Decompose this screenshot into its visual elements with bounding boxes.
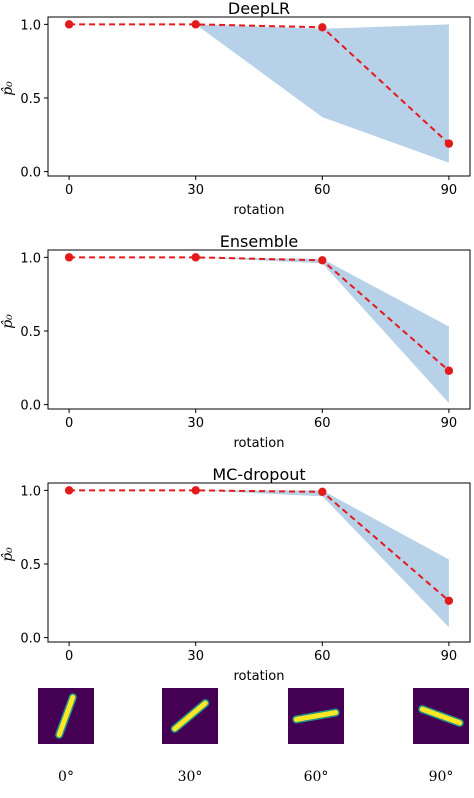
x-tick-label: 90: [441, 416, 458, 431]
data-point: [318, 23, 327, 32]
rotation-angle-label: 90°: [429, 769, 454, 785]
digit-stroke: [293, 710, 339, 722]
data-point: [444, 366, 454, 375]
digit-image-2: 60°: [288, 688, 344, 785]
x-axis-label: rotation: [234, 203, 285, 218]
y-axis-label: p̂₀: [0, 314, 16, 329]
y-tick-label: 1.0: [20, 484, 41, 499]
x-tick-label: 0: [65, 416, 73, 431]
rotation-angle-label: 0°: [58, 769, 74, 785]
digit-stroke: [419, 706, 463, 726]
x-tick-label: 30: [187, 649, 204, 664]
chart-panel-3: 0 30 60 90 0.0 0.5 1.0 MC-dropout rotation p̂₀: [0, 465, 471, 684]
x-tick-label: 90: [441, 649, 458, 664]
data-point: [444, 139, 454, 148]
x-tick-label: 30: [187, 416, 204, 431]
digit-stroke: [172, 700, 208, 732]
confidence-band: [69, 257, 449, 404]
x-tick-label: 60: [314, 416, 331, 431]
chart-title: MC-dropout: [212, 465, 305, 484]
data-point: [191, 253, 200, 262]
axes-frame: [47, 249, 471, 410]
y-tick-label: 0.5: [20, 92, 41, 107]
y-tick-label: 0.0: [20, 632, 41, 647]
y-tick-label: 0.0: [20, 399, 41, 414]
y-tick-label: 1.0: [20, 18, 41, 33]
x-tick-label: 90: [441, 183, 458, 198]
chart-panel-1: 0 30 60 90 0.0 0.5 1.0 DeepLR rotation p̂₀: [0, 0, 471, 218]
x-tick-label: 60: [314, 649, 331, 664]
data-point: [444, 596, 454, 605]
x-tick-label: 30: [187, 183, 204, 198]
x-tick-label: 0: [65, 649, 73, 664]
y-tick-label: 1.0: [20, 251, 41, 266]
rotation-angle-label: 60°: [304, 769, 329, 785]
data-point: [64, 486, 74, 495]
axes-frame: [47, 482, 471, 643]
chart-title: DeepLR: [228, 0, 290, 18]
x-axis-label: rotation: [234, 669, 285, 684]
data-point: [191, 486, 200, 495]
y-axis-label: p̂₀: [0, 81, 16, 96]
series-line: [69, 489, 450, 602]
x-tick-label: 60: [314, 183, 331, 198]
series-line: [69, 23, 450, 145]
data-point: [64, 253, 74, 262]
y-tick-label: 0.5: [20, 558, 41, 573]
chart-title: Ensemble: [220, 232, 298, 251]
series-line: [69, 256, 450, 372]
chart-panel-2: 0 30 60 90 0.0 0.5 1.0 Ensemble rotation p̂₀: [0, 232, 471, 451]
digit-stroke: [56, 694, 76, 738]
confidence-band: [69, 490, 449, 628]
rotation-angle-label: 30°: [178, 769, 203, 785]
digit-image-1: 30°: [162, 688, 218, 785]
x-axis-label: rotation: [234, 436, 285, 451]
x-tick-label: 0: [65, 183, 73, 198]
y-axis-label: p̂₀: [0, 547, 16, 562]
data-point: [318, 487, 327, 497]
y-tick-label: 0.0: [20, 166, 41, 181]
data-point: [191, 20, 200, 29]
data-point: [64, 20, 74, 29]
digit-image-3: 90°: [413, 688, 469, 785]
digit-image-0: 0°: [38, 688, 94, 785]
confidence-band: [69, 24, 449, 163]
axes-frame: [47, 16, 471, 177]
data-point: [318, 256, 327, 265]
y-tick-label: 0.5: [20, 325, 41, 340]
